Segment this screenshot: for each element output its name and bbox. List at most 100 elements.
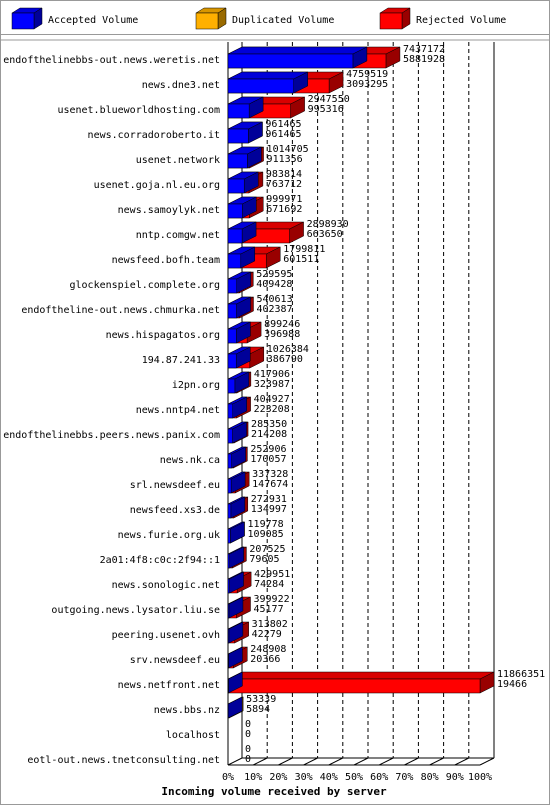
y-tick-label: 2a01:4f8:c0c:2f94::1: [100, 555, 220, 566]
bar-accepted: [227, 153, 248, 169]
x-tick-label: 90%: [446, 772, 464, 783]
legend-label: Accepted Volume: [48, 15, 138, 26]
value-label: 5894: [246, 704, 270, 715]
value-label: 601511: [283, 254, 319, 265]
y-tick-label: news.corradoroberto.it: [88, 130, 220, 141]
value-label: 7437172: [403, 44, 445, 55]
bar-accepted: [227, 178, 245, 194]
value-label: 911356: [267, 154, 303, 165]
y-tick-label: news.netfront.net: [118, 680, 220, 691]
value-label: 5881928: [403, 54, 445, 65]
bar-accepted: [227, 428, 233, 444]
bar-accepted: [227, 128, 249, 144]
y-tick-label: news.samoylyk.net: [118, 205, 220, 216]
y-tick-label: nntp.comgw.net: [136, 230, 220, 241]
bar-accepted: [227, 503, 232, 519]
value-label: 429951: [254, 569, 290, 580]
tick-mark: [429, 757, 444, 766]
value-label: 252906: [250, 444, 286, 455]
bar-accepted: [227, 303, 237, 319]
bar-accepted: [227, 603, 230, 619]
value-label: 0: [245, 719, 251, 730]
y-tick-label: outgoing.news.lysator.liu.se: [51, 605, 220, 616]
y-tick-label: peering.usenet.ovh: [112, 630, 220, 641]
legend-label: Duplicated Volume: [232, 15, 334, 26]
x-tick-label: 0%: [222, 772, 234, 783]
value-label: 396988: [264, 329, 300, 340]
legend-box: [0, 0, 550, 35]
y-tick-label: news.nntp4.net: [136, 405, 220, 416]
value-label: 983814: [266, 169, 302, 180]
value-label: 417906: [254, 369, 290, 380]
x-tick-label: 60%: [370, 772, 388, 783]
value-label: 0: [245, 754, 251, 765]
value-label: 272931: [251, 494, 287, 505]
value-label: 11866351: [497, 669, 545, 680]
tick-mark: [378, 757, 394, 766]
value-label: 42279: [252, 629, 282, 640]
bar-accepted: [227, 328, 237, 344]
legend-swatch: [195, 12, 219, 30]
bar-accepted: [227, 228, 243, 244]
value-label: 1799811: [283, 244, 325, 255]
value-label: 337328: [252, 469, 288, 480]
value-label: 2947550: [308, 94, 350, 105]
value-label: 3093295: [346, 79, 388, 90]
value-label: 207525: [249, 544, 285, 555]
y-tick-label: news.hispagatos.org: [106, 330, 220, 341]
y-tick-label: newsfeed.xs3.de: [130, 505, 220, 516]
y-tick-label: usenet.network: [136, 155, 220, 166]
value-label: 248908: [250, 644, 286, 655]
value-label: 402387: [256, 304, 292, 315]
x-tick-label: 20%: [269, 772, 287, 783]
y-tick-label: endofthelinebbs.peers.news.panix.com: [3, 430, 220, 441]
value-label: 134997: [251, 504, 287, 515]
bar-total: [227, 678, 481, 694]
value-label: 45177: [253, 604, 283, 615]
y-tick-label: i2pn.org: [172, 380, 220, 391]
x-tick-label: 30%: [295, 772, 313, 783]
tick-mark: [278, 757, 293, 766]
y-tick-label: srv.newsdeef.eu: [130, 655, 220, 666]
x-tick-label: 10%: [244, 772, 262, 783]
x-tick-label: 50%: [345, 772, 363, 783]
value-label: 2898930: [307, 219, 349, 230]
value-label: 409428: [256, 279, 292, 290]
y-tick-label: news.bbs.nz: [154, 705, 220, 716]
x-axis-title: Incoming volume received by server: [161, 785, 387, 798]
y-tick-label: usenet.blueworldhosting.com: [57, 105, 220, 116]
value-label: 0: [245, 744, 251, 755]
value-label: 79605: [249, 554, 279, 565]
legend-label: Rejected Volume: [416, 15, 506, 26]
value-label: 899246: [264, 319, 300, 330]
bar-accepted: [227, 203, 243, 219]
tick-mark: [227, 757, 243, 766]
legend-swatch: [379, 12, 403, 30]
value-label: 399922: [253, 594, 289, 605]
legend-swatch: [11, 12, 35, 30]
tick-mark: [404, 757, 419, 766]
value-label: 663650: [307, 229, 343, 240]
value-label: 1014705: [267, 144, 309, 155]
x-tick-label: 100%: [468, 772, 492, 783]
y-tick-label: usenet.goja.nl.eu.org: [94, 180, 220, 191]
bar-accepted: [227, 578, 230, 594]
y-tick-label: endoftheline-out.news.chmurka.net: [21, 305, 220, 316]
x-tick-label: 40%: [320, 772, 338, 783]
bar-accepted: [227, 453, 232, 469]
value-label: 170057: [250, 454, 286, 465]
y-tick-label: news.dne3.net: [142, 80, 220, 91]
tick-mark: [454, 757, 470, 766]
x-tick-label: 70%: [395, 772, 413, 783]
value-label: 995316: [308, 104, 344, 115]
tick-mark: [479, 757, 495, 766]
bar-accepted: [227, 553, 230, 569]
value-label: 285350: [251, 419, 287, 430]
value-label: 961465: [265, 129, 301, 140]
value-label: 223208: [254, 404, 290, 415]
bar-accepted: [227, 278, 237, 294]
bar-accepted-top: [227, 46, 368, 55]
y-tick-label: newsfeed.bofh.team: [112, 255, 220, 266]
y-tick-label: news.nk.ca: [160, 455, 220, 466]
